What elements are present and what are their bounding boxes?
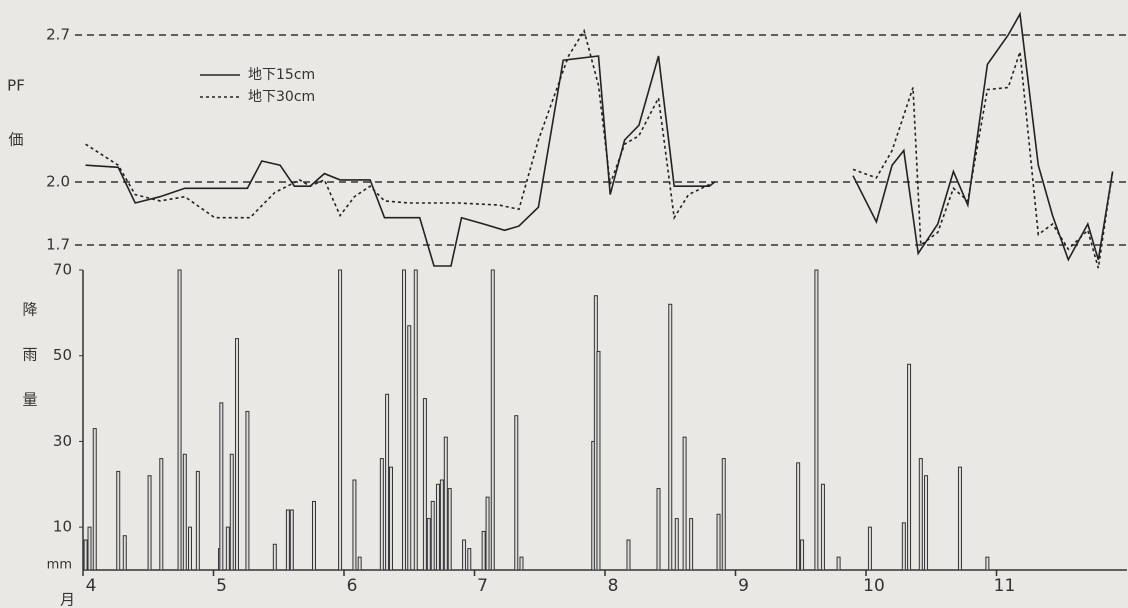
y-axis-label: 価	[8, 131, 23, 149]
y-tick-label: 70	[53, 261, 72, 279]
bar	[413, 269, 418, 571]
bar	[122, 535, 127, 571]
y-tick-label: 1.7	[46, 236, 70, 254]
bar	[188, 526, 193, 571]
x-tick-label: 7	[477, 576, 488, 596]
bar	[385, 393, 390, 571]
y-tick-label: 10	[53, 518, 72, 536]
bar	[800, 539, 805, 571]
bar	[796, 462, 801, 571]
bar	[289, 509, 294, 571]
bar	[467, 548, 472, 571]
bar	[435, 483, 440, 571]
bar	[402, 269, 407, 571]
bar	[957, 466, 962, 571]
bar	[147, 475, 152, 571]
y-tick-label: 2.0	[46, 173, 70, 191]
x-axis-label: 月	[60, 591, 75, 608]
bar	[820, 483, 825, 571]
y-axis-label: 量	[22, 391, 37, 409]
bar	[338, 269, 343, 571]
bar	[234, 338, 239, 571]
bar	[901, 522, 906, 571]
bar	[462, 539, 467, 571]
bar	[626, 539, 631, 571]
x-tick-label: 5	[216, 576, 227, 596]
x-tick-label: 10	[863, 576, 885, 596]
bar	[836, 556, 841, 571]
bar	[159, 458, 164, 571]
bar	[716, 513, 721, 571]
bar	[285, 509, 290, 571]
x-tick-label: 8	[608, 576, 619, 596]
bar	[219, 402, 224, 571]
bar	[814, 269, 819, 571]
bar	[443, 436, 448, 571]
line-series	[85, 28, 1114, 269]
bar	[272, 543, 277, 571]
bar	[311, 500, 316, 571]
bar	[519, 556, 524, 571]
bar	[430, 500, 435, 571]
bar	[352, 479, 357, 571]
bar	[721, 458, 726, 571]
bar	[867, 526, 872, 571]
legend-label: 地下15cm	[248, 67, 315, 83]
bar	[447, 488, 452, 571]
bar	[407, 325, 412, 571]
y-axis-label: 降	[22, 301, 37, 319]
bar	[656, 488, 661, 571]
bar	[514, 415, 519, 571]
bar	[83, 539, 88, 571]
bar	[689, 518, 694, 571]
legend-label: 地下30cm	[248, 89, 315, 105]
bar	[490, 269, 495, 571]
bar	[177, 269, 182, 571]
bar	[674, 518, 679, 571]
bar	[481, 530, 486, 571]
x-tick-label: 11	[994, 576, 1016, 596]
bar	[388, 466, 393, 571]
y-tick-label: 2.7	[46, 26, 70, 44]
bar	[229, 453, 234, 571]
y-tick-label: 30	[53, 432, 72, 450]
bar	[245, 410, 250, 571]
x-tick-label: 6	[347, 576, 358, 596]
y-unit: mm	[47, 558, 72, 573]
bar	[116, 470, 121, 571]
bar	[225, 526, 230, 571]
y-axis-label: 雨	[22, 346, 37, 364]
bar	[426, 518, 431, 571]
bar	[92, 428, 97, 571]
bar	[195, 470, 200, 571]
bar	[924, 475, 929, 571]
bar	[907, 363, 912, 571]
bar	[357, 556, 362, 571]
bar	[439, 479, 444, 571]
line-series	[85, 11, 1114, 267]
bar	[182, 453, 187, 571]
y-tick-label: 50	[53, 346, 72, 364]
bar	[379, 458, 384, 571]
bar	[985, 556, 990, 571]
bar	[668, 303, 673, 571]
bar	[87, 526, 92, 571]
y-axis-label: PF	[7, 77, 25, 95]
x-tick-label: 4	[86, 576, 97, 596]
bar	[422, 398, 427, 571]
bar	[485, 496, 490, 571]
x-tick-label: 9	[738, 576, 749, 596]
bar	[682, 436, 687, 571]
bar	[596, 350, 601, 571]
bar	[918, 458, 923, 571]
